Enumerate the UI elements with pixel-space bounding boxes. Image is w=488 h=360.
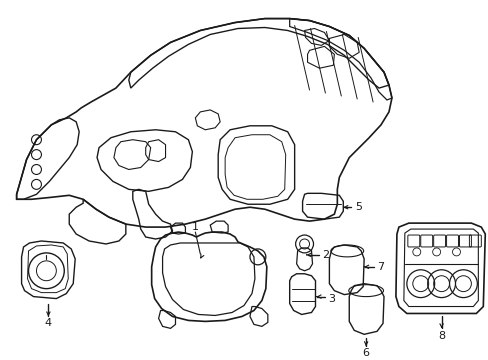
Text: 8: 8: [437, 331, 444, 341]
Text: 6: 6: [362, 348, 369, 358]
Text: 4: 4: [45, 318, 52, 328]
Text: 1: 1: [191, 222, 199, 232]
Text: 5: 5: [355, 202, 362, 212]
Text: 2: 2: [321, 250, 328, 260]
Text: 7: 7: [377, 262, 384, 272]
Text: 3: 3: [327, 293, 334, 303]
